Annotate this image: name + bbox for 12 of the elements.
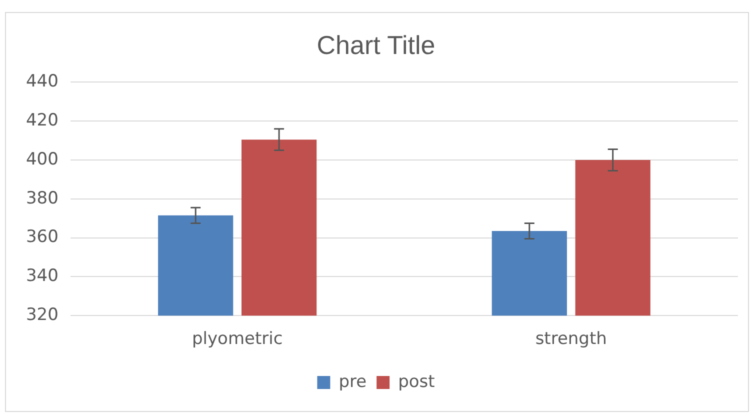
legend-label: post: [398, 372, 436, 392]
y-tick-label: 400: [26, 149, 58, 170]
x-tick-label: plyometric: [192, 329, 283, 350]
y-tick-label: 320: [26, 305, 58, 326]
y-tick-label: 360: [26, 227, 58, 248]
y-tick-label: 340: [26, 266, 58, 286]
y-tick-label: 420: [26, 110, 58, 131]
legend-label: pre: [338, 372, 367, 392]
y-tick-label: 380: [26, 188, 58, 208]
chart-title: Chart Title: [316, 30, 436, 60]
x-tick-label: strength: [535, 329, 607, 350]
y-tick-label: 440: [26, 72, 58, 92]
